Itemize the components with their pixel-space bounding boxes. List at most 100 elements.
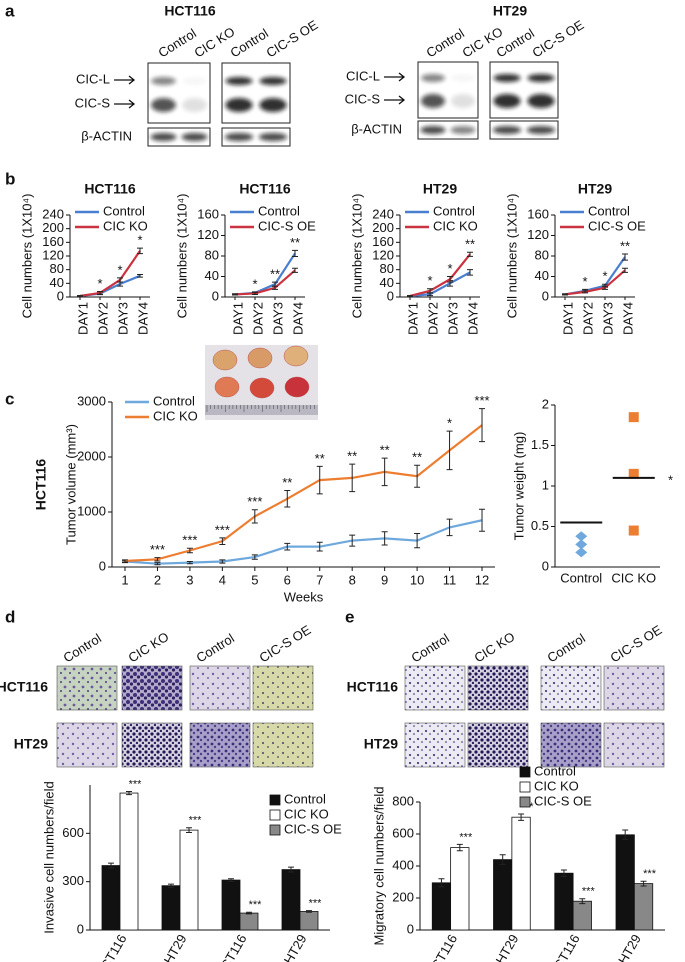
y-tick-label: 80 [535,247,549,262]
annotation: *** [150,542,165,557]
micrograph [540,722,602,768]
column-label: CIC KO [125,629,171,665]
y-tick-label: 3000 [77,393,106,408]
micrograph [121,722,183,768]
error-bar [154,557,161,562]
y-tick-label: 600 [392,825,414,840]
bar [119,792,139,931]
x-tick-label: DAY2 [580,302,595,335]
legend-swatch [269,794,281,806]
tumor [247,347,273,369]
x-tick-label: DAY2 [250,302,265,335]
band [451,74,475,82]
micrograph [121,665,183,711]
error-bar [407,295,413,297]
error-bar [186,561,193,565]
legend-label: CIC KO [103,218,148,233]
y-tick-label: 0 [57,288,64,303]
band [182,77,207,85]
micrograph [56,665,118,711]
blot-title: HT29 [493,3,527,19]
error-bar [467,269,473,276]
y-tick-label: 40 [535,268,549,283]
micrograph [467,722,529,768]
error-bar [622,829,629,841]
error-bar [622,253,628,261]
x-tick-label: DAY3 [445,302,460,335]
arrow [114,75,136,85]
y-axis-label: Cell numbers (1X10⁴) [19,194,34,319]
error-bar [219,559,226,564]
band [420,126,446,134]
error-bar [446,430,453,471]
legend-swatch [519,766,531,778]
annotation: ** [412,450,422,465]
error-bar [137,273,143,278]
x-tick-label: DAY4 [620,302,635,335]
error-bar [479,508,486,532]
bar [554,872,574,931]
y-tick-label: 0 [407,921,414,936]
error-bar [228,878,234,882]
point [628,525,639,536]
panel-label: b [5,169,15,188]
annotation: *** [309,898,323,910]
x-tick-label: HCT116 [93,932,130,962]
y-axis-label: Cell numbers (1X10⁴) [349,194,364,319]
lane-label: CIC-S OE [529,17,586,61]
annotation: *** [215,522,230,537]
legend-label: Control [588,203,630,218]
error-bar [186,827,192,834]
y-axis-label: Cell numbers (1X10⁴) [174,194,189,319]
band [493,94,521,108]
y-tick-label: 0.5 [531,518,549,533]
annotation: ** [270,267,280,282]
y-tick-label: 160 [42,234,64,249]
annotation: ** [315,451,325,466]
row-label: HCT116 [0,679,48,695]
y-tick-label: 0 [542,558,549,573]
annotation: ** [620,238,630,253]
blot [147,127,211,147]
x-tick-label: DAY3 [270,302,285,335]
y-tick-label: 80 [50,261,64,276]
annotation: *** [189,815,203,827]
error-bar [246,911,252,915]
annotation: ** [347,449,357,464]
annotation: *** [247,494,262,509]
error-bar [251,554,258,560]
x-tick-label: 10 [410,572,424,587]
y-tick-label: 800 [392,793,414,808]
y-tick-label: 2000 [77,448,106,463]
error-bar [349,463,356,493]
error-bar [117,277,123,283]
x-tick-label: DAY2 [425,302,440,335]
error-bar [640,880,647,887]
lane-label: Control [423,25,467,60]
error-bar [126,790,132,796]
band [527,74,555,82]
legend-swatch [519,781,531,793]
error-bar [560,869,567,877]
row-label: CIC-S [75,95,111,110]
annotation: ** [282,475,292,490]
y-tick-label: 0 [542,288,549,303]
micrograph [603,722,665,768]
error-bar [316,541,323,552]
row-label: CIC-L [76,71,110,86]
error-bar [251,509,258,524]
y-tick-label: 240 [42,206,64,221]
y-tick-label: 40 [380,275,394,290]
legend-label: CIC KO [153,408,198,423]
tumor [249,377,275,399]
error-bar [414,532,421,549]
lane-label: CIC-S OE [263,17,320,61]
blot-title: HCT116 [164,3,216,19]
annotation: * [137,233,142,248]
column-label: CIC-S OE [607,622,664,666]
error-bar [467,251,473,257]
micrograph [56,722,118,768]
line [234,252,296,296]
micrograph [404,722,466,768]
annotation: * [582,274,587,289]
